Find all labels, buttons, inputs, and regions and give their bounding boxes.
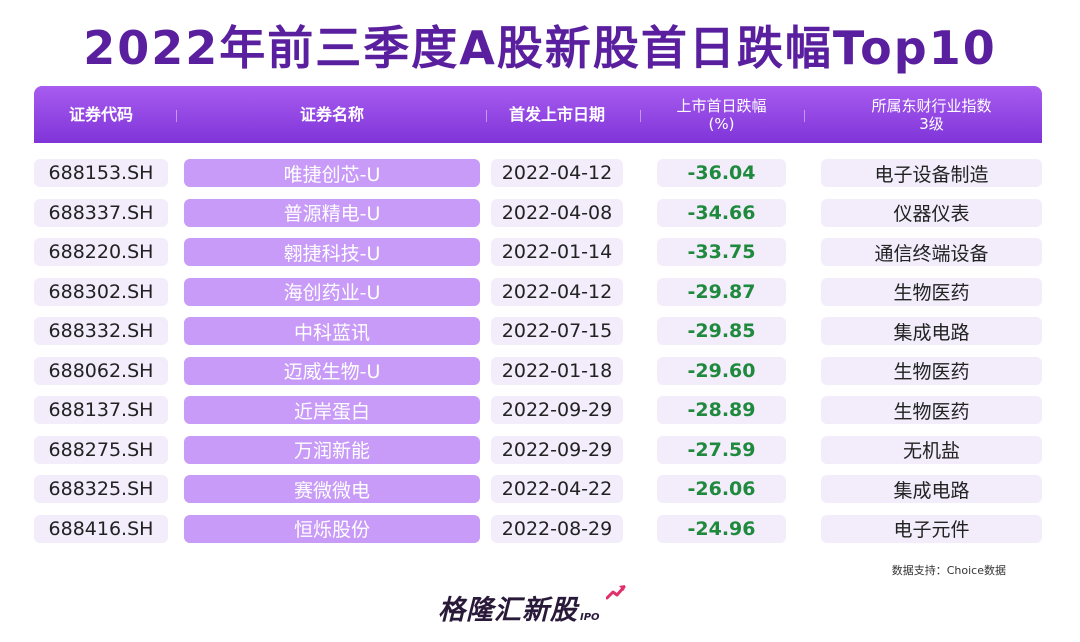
cell-industry: 集成电路	[821, 475, 1042, 503]
cell-drop: -29.85	[657, 317, 786, 345]
cell-industry: 无机盐	[821, 435, 1042, 464]
data-source-note: 数据支持：Choice数据	[891, 564, 1006, 577]
cell-drop: -27.59	[657, 435, 786, 464]
header-divider	[640, 110, 641, 122]
table-row: 688325.SH 赛微微电 2022-04-22 -26.06 集成电路	[0, 475, 1080, 503]
cell-name: 近岸蛋白	[184, 396, 480, 424]
cell-date: 2022-08-29	[491, 514, 623, 543]
cell-date: 2022-07-15	[491, 317, 623, 345]
cell-drop: -28.89	[657, 396, 786, 424]
cell-drop: -26.06	[657, 475, 786, 503]
header-industry-level: 3级	[919, 114, 944, 133]
cell-industry: 生物医药	[821, 396, 1042, 424]
cell-code: 688416.SH	[34, 514, 168, 543]
table-row: 688302.SH 海创药业-U 2022-04-12 -29.87 生物医药	[0, 277, 1080, 306]
cell-code: 688153.SH	[34, 159, 168, 187]
header-drop-label: 上市首日跌幅	[676, 96, 767, 115]
cell-name: 翱捷科技-U	[184, 238, 480, 266]
cell-drop: -36.04	[657, 159, 786, 187]
table-row: 688153.SH 唯捷创芯-U 2022-04-12 -36.04 电子设备制…	[0, 159, 1080, 187]
cell-code: 688220.SH	[34, 238, 168, 266]
brand-logo-text: 格隆汇新股	[438, 595, 578, 626]
cell-drop: -24.96	[657, 514, 786, 543]
cell-date: 2022-01-14	[491, 238, 623, 266]
cell-name: 赛微微电	[184, 475, 480, 503]
header-code: 证券代码	[68, 104, 133, 124]
cell-name: 恒烁股份	[184, 514, 480, 543]
cell-code: 688332.SH	[34, 317, 168, 345]
cell-name: 普源精电-U	[184, 198, 480, 227]
cell-name: 海创药业-U	[184, 277, 480, 306]
table-header: 证券代码 证券名称 首发上市日期 上市首日跌幅 (%) 所属东财行业指数 3级	[34, 86, 1042, 143]
header-drop: 上市首日跌幅 (%)	[657, 86, 786, 143]
header-divider	[486, 110, 487, 122]
table-row: 688137.SH 近岸蛋白 2022-09-29 -28.89 生物医药	[0, 396, 1080, 424]
trend-arrow-icon	[606, 585, 626, 600]
table-row: 688337.SH 普源精电-U 2022-04-08 -34.66 仪器仪表	[0, 198, 1080, 227]
cell-industry: 集成电路	[821, 317, 1042, 345]
cell-industry: 仪器仪表	[821, 198, 1042, 227]
cell-name: 万润新能	[184, 435, 480, 464]
cell-code: 688062.SH	[34, 356, 168, 385]
table-row: 688220.SH 翱捷科技-U 2022-01-14 -33.75 通信终端设…	[0, 238, 1080, 266]
header-industry-label: 所属东财行业指数	[871, 96, 992, 115]
cell-date: 2022-04-22	[491, 475, 623, 503]
cell-industry: 电子设备制造	[821, 159, 1042, 187]
cell-code: 688137.SH	[34, 396, 168, 424]
cell-industry: 生物医药	[821, 277, 1042, 306]
header-drop-unit: (%)	[708, 114, 735, 133]
cell-drop: -29.87	[657, 277, 786, 306]
cell-drop: -34.66	[657, 198, 786, 227]
cell-code: 688337.SH	[34, 198, 168, 227]
cell-date: 2022-09-29	[491, 396, 623, 424]
cell-industry: 通信终端设备	[821, 238, 1042, 266]
cell-drop: -33.75	[657, 238, 786, 266]
cell-date: 2022-04-12	[491, 277, 623, 306]
cell-date: 2022-04-12	[491, 159, 623, 187]
header-industry: 所属东财行业指数 3级	[821, 86, 1042, 143]
header-date: 首发上市日期	[508, 104, 605, 124]
table-row: 688062.SH 迈威生物-U 2022-01-18 -29.60 生物医药	[0, 356, 1080, 385]
page-title: 2022年前三季度A股新股首日跌幅Top10	[83, 21, 997, 75]
cell-code: 688275.SH	[34, 435, 168, 464]
header-divider	[804, 110, 805, 122]
cell-name: 唯捷创芯-U	[184, 159, 480, 187]
brand-logo: 格隆汇新股 IPO	[438, 585, 626, 627]
header-name: 证券名称	[299, 104, 364, 124]
cell-date: 2022-01-18	[491, 356, 623, 385]
cell-code: 688302.SH	[34, 277, 168, 306]
cell-date: 2022-09-29	[491, 435, 623, 464]
cell-name: 中科蓝讯	[184, 317, 480, 345]
cell-name: 迈威生物-U	[184, 356, 480, 385]
cell-code: 688325.SH	[34, 475, 168, 503]
cell-date: 2022-04-08	[491, 198, 623, 227]
cell-drop: -29.60	[657, 356, 786, 385]
header-divider	[176, 110, 177, 122]
table-row: 688332.SH 中科蓝讯 2022-07-15 -29.85 集成电路	[0, 317, 1080, 345]
table-row: 688275.SH 万润新能 2022-09-29 -27.59 无机盐	[0, 435, 1080, 464]
brand-logo-sub: IPO	[580, 612, 600, 623]
table-row: 688416.SH 恒烁股份 2022-08-29 -24.96 电子元件	[0, 514, 1080, 543]
cell-industry: 生物医药	[821, 356, 1042, 385]
cell-industry: 电子元件	[821, 514, 1042, 543]
